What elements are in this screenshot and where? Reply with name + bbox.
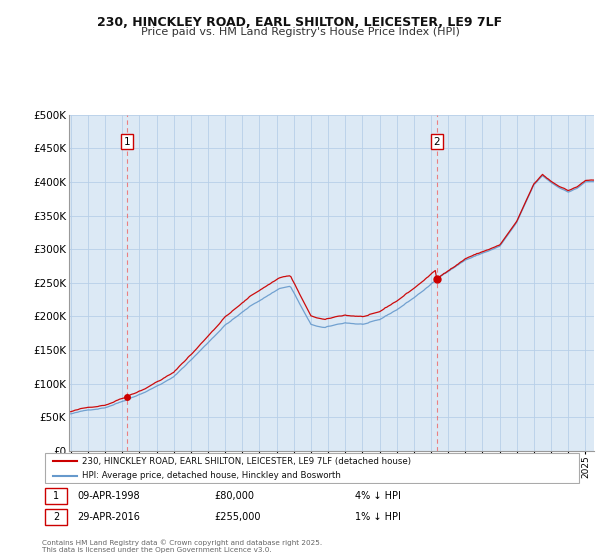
Text: Price paid vs. HM Land Registry's House Price Index (HPI): Price paid vs. HM Land Registry's House … xyxy=(140,27,460,37)
Text: 230, HINCKLEY ROAD, EARL SHILTON, LEICESTER, LE9 7LF: 230, HINCKLEY ROAD, EARL SHILTON, LEICES… xyxy=(97,16,503,29)
Text: 230, HINCKLEY ROAD, EARL SHILTON, LEICESTER, LE9 7LF (detached house): 230, HINCKLEY ROAD, EARL SHILTON, LEICES… xyxy=(83,456,412,465)
Text: £255,000: £255,000 xyxy=(215,512,262,522)
Text: Contains HM Land Registry data © Crown copyright and database right 2025.
This d: Contains HM Land Registry data © Crown c… xyxy=(42,540,322,553)
Text: 2: 2 xyxy=(53,512,59,522)
Text: 29-APR-2016: 29-APR-2016 xyxy=(77,512,140,522)
Text: HPI: Average price, detached house, Hinckley and Bosworth: HPI: Average price, detached house, Hinc… xyxy=(83,472,341,480)
Text: 2: 2 xyxy=(433,137,440,147)
Text: 1: 1 xyxy=(124,137,130,147)
Text: 1% ↓ HPI: 1% ↓ HPI xyxy=(355,512,401,522)
Text: £80,000: £80,000 xyxy=(215,491,255,501)
FancyBboxPatch shape xyxy=(45,488,67,504)
FancyBboxPatch shape xyxy=(45,509,67,525)
Text: 4% ↓ HPI: 4% ↓ HPI xyxy=(355,491,401,501)
Text: 1: 1 xyxy=(53,491,59,501)
FancyBboxPatch shape xyxy=(45,454,580,483)
Text: 09-APR-1998: 09-APR-1998 xyxy=(77,491,140,501)
